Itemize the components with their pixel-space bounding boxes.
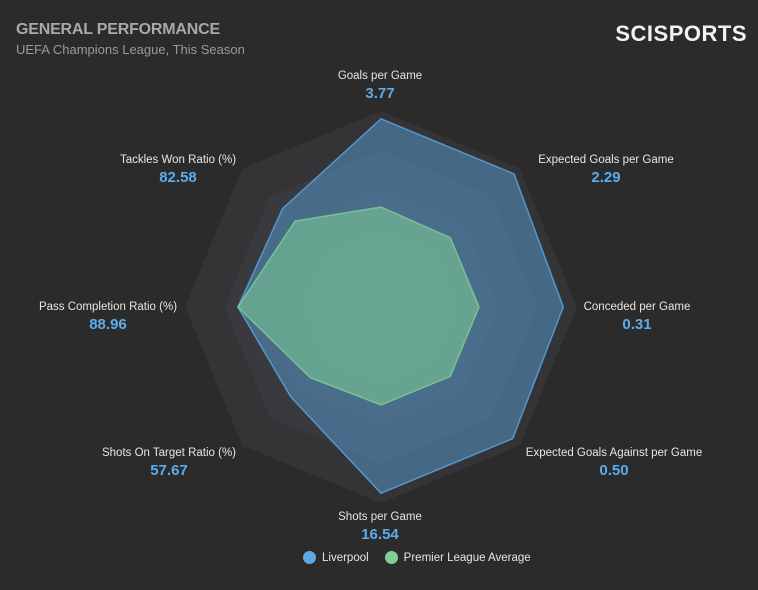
axis-label-shots-on-target: Shots On Target Ratio (%) 57.67 — [59, 447, 279, 479]
axis-label-goals: Goals per Game 3.77 — [270, 70, 490, 102]
axis-name: Expected Goals Against per Game — [525, 447, 703, 459]
axis-name: Tackles Won Ratio (%) — [119, 154, 237, 166]
axis-name: Goals per Game — [337, 70, 423, 82]
axis-label-shots: Shots per Game 16.54 — [270, 511, 490, 543]
legend-item-pl-average[interactable]: Premier League Average — [384, 551, 531, 564]
axis-name: Shots On Target Ratio (%) — [101, 447, 236, 459]
legend-item-liverpool[interactable]: Liverpool — [303, 551, 369, 564]
axis-value: 3.77 — [365, 85, 395, 102]
axis-value: 0.50 — [599, 462, 629, 479]
axis-name: Pass Completion Ratio (%) — [38, 301, 178, 313]
scisports-logo: SCISPORTS — [615, 21, 747, 46]
axis-value: 2.29 — [591, 169, 621, 186]
legend-label: Liverpool — [322, 551, 369, 564]
axis-value: 88.96 — [89, 316, 127, 333]
legend-dot-icon — [303, 551, 316, 564]
axis-name: Shots per Game — [338, 511, 422, 523]
axis-label-xg: Expected Goals per Game 2.29 — [496, 154, 716, 186]
axis-label-tackles: Tackles Won Ratio (%) 82.58 — [68, 154, 288, 186]
axis-value: 82.58 — [159, 169, 197, 186]
series-polygon-pl-average — [236, 206, 480, 406]
legend-dot-icon — [384, 551, 398, 564]
legend: Liverpool Premier League Average — [303, 551, 547, 564]
axis-value: 0.31 — [622, 316, 652, 333]
legend-label: Premier League Average — [403, 551, 531, 564]
chart-title: GENERAL PERFORMANCE — [16, 21, 220, 38]
axis-value: 57.67 — [150, 462, 188, 479]
axis-label-xga: Expected Goals Against per Game 0.50 — [504, 447, 724, 479]
chart-subtitle: UEFA Champions League, This Season — [16, 42, 245, 57]
axis-value: 16.54 — [361, 526, 399, 543]
axis-label-conceded: Conceded per Game 0.31 — [527, 301, 747, 333]
axis-name: Conceded per Game — [583, 301, 691, 313]
axis-name: Expected Goals per Game — [538, 154, 674, 166]
axis-label-pass-completion: Pass Completion Ratio (%) 88.96 — [0, 301, 218, 333]
